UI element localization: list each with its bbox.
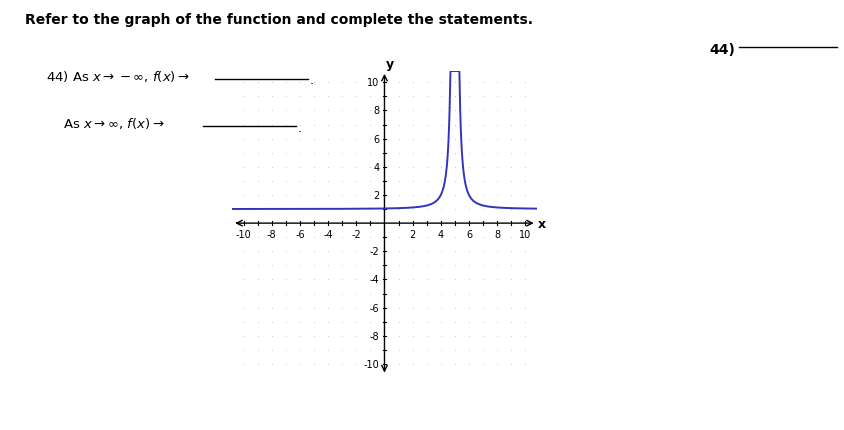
Text: y: y xyxy=(386,58,393,71)
Text: 6: 6 xyxy=(373,134,379,144)
Text: 44) As $x \to -\infty$, $f(x) \to$: 44) As $x \to -\infty$, $f(x) \to$ xyxy=(46,69,191,84)
Text: 6: 6 xyxy=(465,230,472,240)
Text: -6: -6 xyxy=(295,230,305,240)
Text: -8: -8 xyxy=(267,230,276,240)
Text: As $x \to \infty$, $f(x) \to$: As $x \to \infty$, $f(x) \to$ xyxy=(63,116,165,131)
Text: Refer to the graph of the function and complete the statements.: Refer to the graph of the function and c… xyxy=(25,13,533,27)
Text: -6: -6 xyxy=(370,303,379,313)
Text: .: . xyxy=(310,74,314,87)
Text: -2: -2 xyxy=(351,230,360,240)
Text: -2: -2 xyxy=(370,247,379,257)
Text: 2: 2 xyxy=(373,190,379,200)
Text: -4: -4 xyxy=(370,275,379,285)
Text: 4: 4 xyxy=(437,230,443,240)
Text: 44): 44) xyxy=(709,43,735,57)
Text: 10: 10 xyxy=(518,230,531,240)
Text: x: x xyxy=(538,217,545,230)
Text: -8: -8 xyxy=(370,331,379,341)
Text: 4: 4 xyxy=(373,163,379,172)
Text: -10: -10 xyxy=(235,230,252,240)
Text: 8: 8 xyxy=(494,230,500,240)
Text: 2: 2 xyxy=(409,230,415,240)
Text: 8: 8 xyxy=(373,106,379,116)
Text: .: . xyxy=(297,121,301,134)
Text: 10: 10 xyxy=(367,78,379,88)
Text: -4: -4 xyxy=(323,230,333,240)
Text: -10: -10 xyxy=(364,359,379,369)
